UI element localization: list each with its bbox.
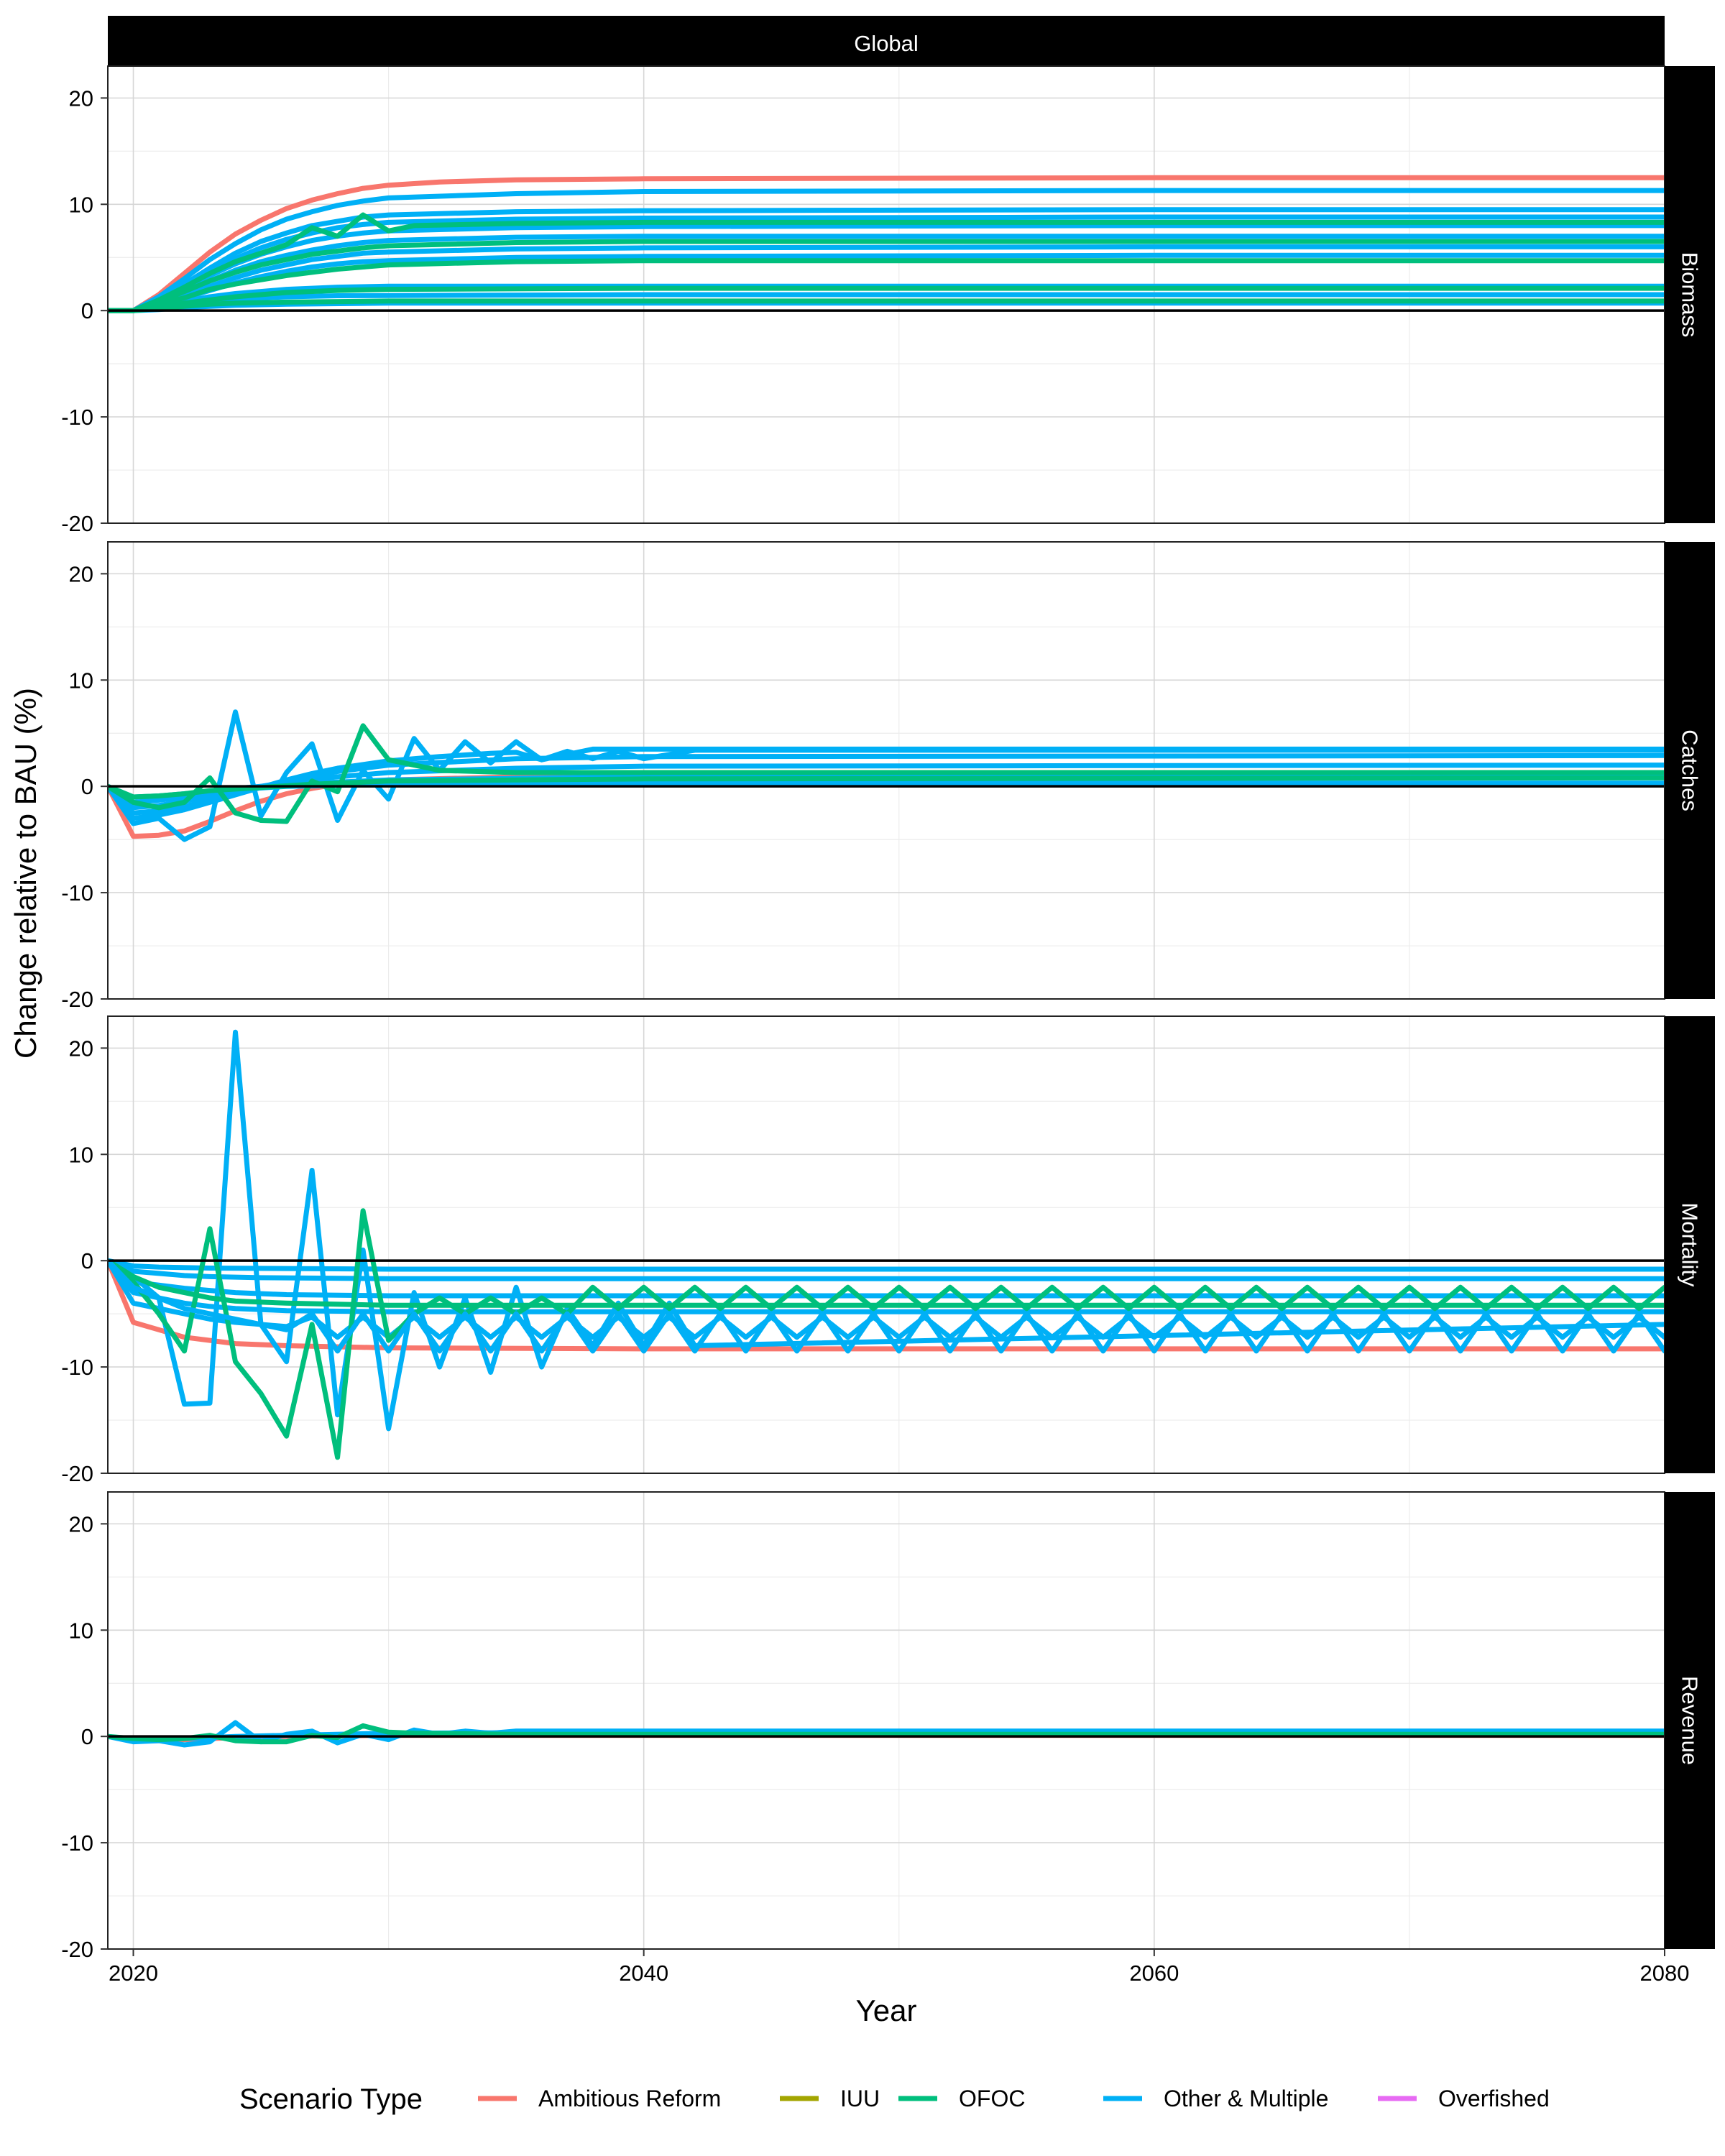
legend-item: OFOC (898, 2086, 1025, 2111)
y-tick-label: -10 (61, 405, 93, 430)
y-tick-label: -20 (61, 511, 93, 536)
x-tick-label: 2080 (1640, 1961, 1690, 1986)
y-tick-label: 10 (69, 1618, 93, 1643)
legend-item: Other & Multiple (1103, 2086, 1328, 2111)
y-tick-label: -10 (61, 1355, 93, 1380)
facet-column-strip: Global (108, 16, 1665, 66)
facet-row-strip (1665, 542, 1715, 999)
series-line-ofoc (108, 1723, 1665, 1745)
y-tick-label: 10 (69, 668, 93, 693)
panel-mortality: -20 -10 0 10 20 Mortality (61, 1015, 1715, 1486)
legend-label: IUU (840, 2086, 880, 2111)
panel-catches: -20 -10 0 10 20 Catches (61, 541, 1715, 1012)
series-group (108, 175, 1665, 313)
series-line-ofoc (108, 1258, 1665, 1308)
facet-row-label: Revenue (1678, 1676, 1703, 1765)
legend-title: Scenario Type (239, 2083, 423, 2115)
panel-background (108, 1492, 1665, 1949)
y-tick-label: 20 (69, 86, 93, 111)
series-line-ofoc (108, 212, 1665, 313)
series-line-ambitious-reform (108, 175, 1665, 313)
facet-row-label: Catches (1678, 729, 1703, 811)
y-tick-label: -20 (61, 987, 93, 1012)
y-tick-label: 10 (69, 192, 93, 217)
x-axis-title: Year (856, 1994, 917, 2027)
y-tick-label: 0 (81, 1724, 93, 1749)
y-tick-label: -20 (61, 1461, 93, 1486)
y-tick-label: -10 (61, 1830, 93, 1856)
legend-item: Ambitious Reform (478, 2086, 721, 2111)
series-group (108, 1029, 1665, 1460)
facet-row-label: Mortality (1678, 1202, 1703, 1287)
series-group (108, 709, 1665, 842)
y-tick-label: 0 (81, 298, 93, 323)
y-tick-label: 20 (69, 561, 93, 586)
x-tick-label: 2040 (619, 1961, 668, 1986)
panel-revenue: -20 -10 0 10 20 Revenue (61, 1491, 1715, 1962)
facet-row-label: Biomass (1678, 252, 1703, 338)
facet-column-label: Global (854, 31, 919, 56)
series-line-ofoc (108, 1208, 1665, 1460)
legend-label: OFOC (959, 2086, 1025, 2111)
series-line-other-multiple (108, 1258, 1665, 1281)
legend-label: Overfished (1438, 2086, 1550, 2111)
series-line-other-multiple (108, 1258, 1665, 1354)
y-axis-title: Change relative to BAU (%) (9, 688, 42, 1059)
facet-column-strip-bg (108, 16, 1665, 66)
series-line-ofoc (108, 775, 1665, 800)
legend: Scenario Type Ambitious Reform IUU OFOC Othe… (239, 2083, 1550, 2115)
panels: -20-1001020Biomass-20-1001020Catches-20-… (61, 65, 1715, 1962)
facet-row-strip (1665, 66, 1715, 523)
series-line-ofoc (108, 723, 1665, 824)
panel-biomass: -20 -10 0 10 20 Biomass (61, 65, 1715, 536)
y-tick-label: 20 (69, 1511, 93, 1537)
facet-row-strip (1665, 1492, 1715, 1949)
legend-label: Ambitious Reform (538, 2086, 721, 2111)
y-tick-label: -10 (61, 880, 93, 906)
legend-label: Other & Multiple (1164, 2086, 1328, 2111)
y-tick-label: 20 (69, 1036, 93, 1061)
legend-item: IUU (780, 2086, 880, 2111)
x-tick-label: 2060 (1129, 1961, 1179, 1986)
y-tick-label: 0 (81, 774, 93, 799)
y-tick-label: 10 (69, 1142, 93, 1167)
y-tick-label: 0 (81, 1248, 93, 1273)
x-tick-label: 2020 (109, 1961, 158, 1986)
series-line-ofoc (108, 258, 1665, 313)
series-line-ofoc (108, 239, 1665, 313)
legend-item: Overfished (1378, 2086, 1550, 2111)
series-line-other-multiple (108, 1258, 1665, 1272)
y-tick-label: -20 (61, 1937, 93, 1962)
series-line-other-multiple (108, 188, 1665, 313)
x-axis: 2020 2040 2060 2080 (109, 1949, 1689, 1986)
facet-row-strip (1665, 1016, 1715, 1473)
